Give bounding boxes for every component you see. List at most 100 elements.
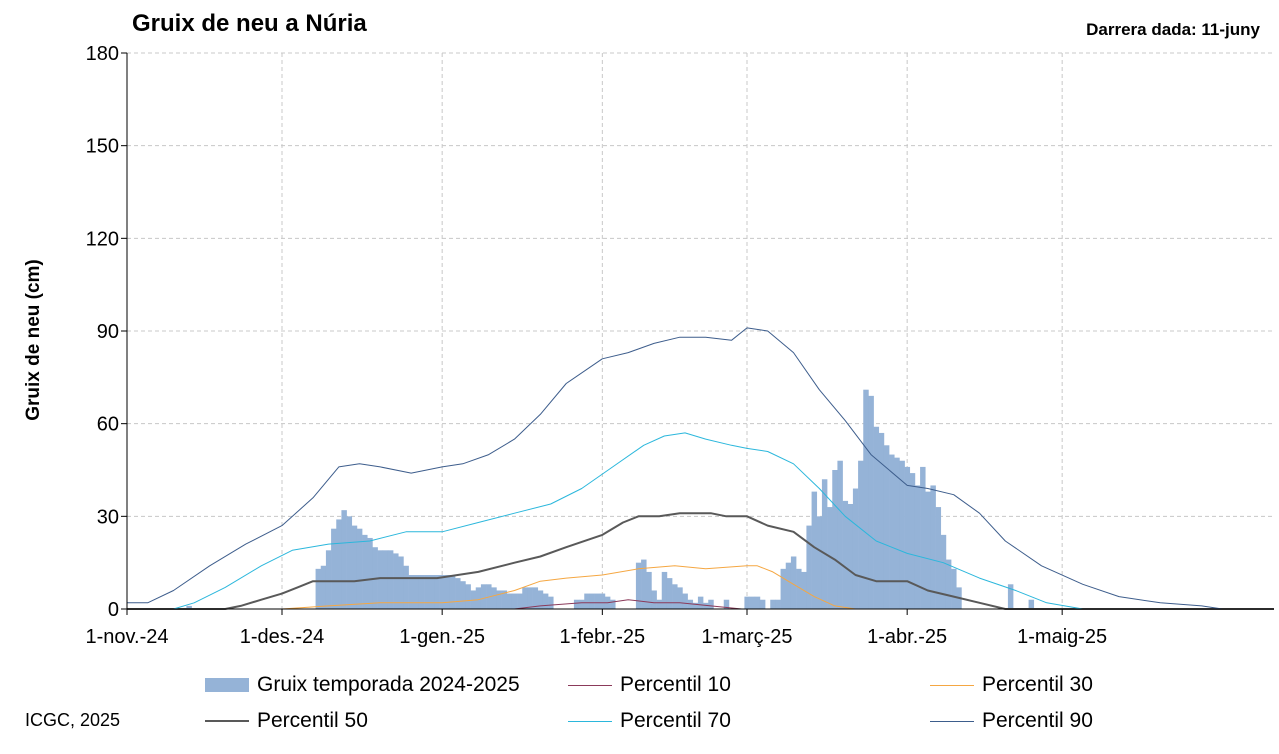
snow-depth-bar (341, 510, 347, 609)
snow-depth-bar (889, 454, 895, 609)
axes: 0 30 60 90 120 150 180 1-nov.-24 1-des.-24 1-gen.… (85, 43, 1274, 648)
snow-depth-bar (816, 516, 823, 609)
snow-depth-bar (641, 559, 647, 609)
x-tick-label: 1-nov.-24 (85, 626, 168, 648)
snow-depth-bar (708, 599, 714, 609)
snow-depth-bar (398, 556, 404, 609)
snow-depth-bar (351, 525, 358, 609)
snow-depth-bar (723, 599, 730, 609)
chart-title: Gruix de neu a Núria (132, 10, 367, 37)
snow-depth-bar (827, 507, 833, 609)
snow-depth-bar (573, 599, 580, 609)
snow-depth-bar (511, 593, 518, 609)
snow-depth-bar (904, 466, 911, 609)
line-p70 (127, 432, 1274, 610)
snow-depth-bar (920, 466, 926, 609)
snow-depth-bar (878, 432, 885, 609)
snow-depth-bar (382, 550, 389, 609)
snow-depth-bar (599, 593, 606, 609)
snow-depth-bar (796, 568, 802, 609)
last-data-label: Darrera dada: 11-juny (1086, 20, 1260, 39)
snow-depth-bar (362, 534, 368, 609)
snow-depth-bar (837, 460, 843, 609)
snow-depth-bar (930, 485, 936, 609)
snow-depth-bar (858, 460, 864, 609)
snow-depth-bar (186, 605, 192, 609)
snow-depth-bar (1007, 584, 1014, 609)
snow-depth-bar (945, 559, 952, 609)
x-tick-label: 1-gen.-25 (399, 626, 485, 648)
snow-depth-bar (424, 575, 430, 609)
snow-depth-bar (759, 599, 766, 609)
snow-depth-bar (434, 575, 440, 609)
snow-depth-bar (852, 488, 859, 609)
snow-depth-bar (677, 587, 683, 609)
snow-depth-bar (682, 593, 688, 609)
snow-depth-bar (780, 568, 787, 609)
snow-depth-bar (527, 587, 533, 609)
snow-depth-bar (408, 575, 415, 609)
snow-depth-bar (325, 550, 332, 609)
snow-depth-bar (935, 507, 942, 609)
snow-depth-bar (651, 590, 657, 609)
snow-depth-bar (542, 593, 549, 609)
snow-depth-bar (940, 534, 947, 609)
snow-depth-bar (1028, 599, 1035, 609)
snow-depth-bar (475, 587, 482, 609)
snow-depth-bar (821, 479, 828, 609)
line-p30 (127, 565, 1274, 610)
snow-depth-bar (899, 460, 905, 609)
snow-depth-bar (770, 599, 776, 609)
snow-depth-bar (594, 593, 601, 609)
snow-depth-bar (692, 602, 699, 609)
snow-depth-bar (832, 470, 838, 609)
snow-depth-bar (356, 528, 363, 609)
y-tick-label: 180 (86, 43, 119, 65)
bar-series (186, 389, 1035, 609)
snow-depth-bar (894, 457, 900, 609)
snow-depth-bar (873, 426, 880, 609)
snow-depth-bar (914, 485, 921, 609)
snow-depth-bar (775, 599, 781, 609)
snow-depth-bar (744, 596, 750, 609)
snow-depth-bar (449, 575, 456, 609)
snow-depth-bar (635, 562, 642, 609)
snow-depth-bar (646, 571, 652, 609)
snow-depth-bar (610, 599, 616, 609)
snow-depth-bar (336, 519, 342, 609)
snow-depth-bar (579, 599, 585, 609)
snow-depth-bar (315, 568, 322, 609)
snow-depth-bar (429, 575, 435, 609)
snow-depth-bar (548, 596, 554, 609)
snow-depth-bar (501, 590, 508, 609)
line-p50 (127, 512, 1274, 610)
snow-depth-bar (465, 584, 471, 609)
y-tick-label: 30 (97, 506, 119, 528)
snow-depth-bar (367, 537, 373, 609)
y-tick-label: 150 (86, 136, 119, 158)
x-tick-label: 1-abr.-25 (867, 626, 947, 648)
snow-depth-bar (444, 575, 451, 609)
snow-depth-bar (403, 565, 409, 609)
snow-depth-bar (661, 571, 668, 609)
snow-depth-bar (506, 593, 513, 609)
snow-depth-bar (537, 590, 544, 609)
snow-depth-bar (377, 550, 384, 609)
snow-depth-bar (754, 596, 761, 609)
y-tick-label: 120 (86, 228, 119, 250)
snow-depth-bar (842, 500, 849, 609)
snow-depth-bar (584, 593, 590, 609)
snow-depth-bar (883, 445, 890, 609)
snow-depth-bar (522, 587, 528, 609)
snow-depth-bar (320, 565, 327, 609)
snow-depth-bar (418, 575, 425, 609)
snow-depth-bar (491, 587, 497, 609)
x-tick-label: 1-des.-24 (240, 626, 325, 648)
snow-depth-bar (951, 568, 957, 609)
snow-depth-bar (847, 503, 854, 609)
snow-depth-bar (532, 587, 539, 609)
snow-depth-bar (703, 602, 709, 609)
y-tick-label: 0 (108, 599, 119, 621)
snow-depth-bar (925, 491, 931, 609)
